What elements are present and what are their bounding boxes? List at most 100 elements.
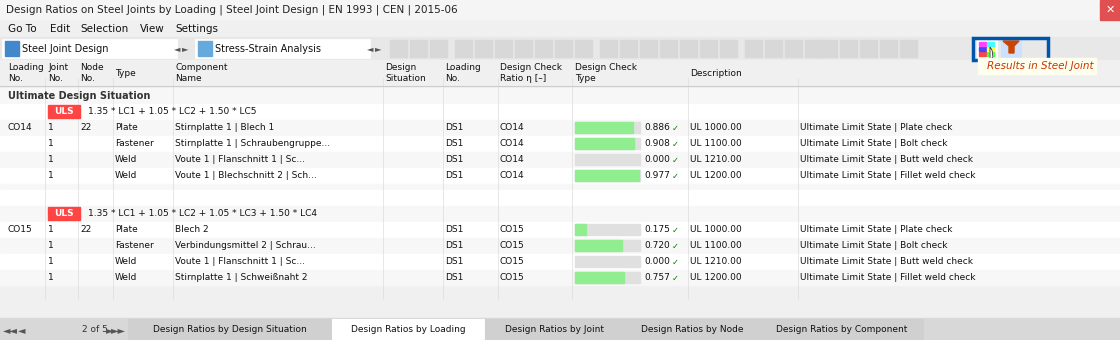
Bar [475, 40, 493, 58]
Bar [410, 40, 428, 58]
Bar [0, 254, 1120, 269]
Bar [535, 40, 553, 58]
Text: Settings: Settings [175, 23, 218, 34]
Bar [0, 120, 1120, 135]
Bar [575, 240, 640, 251]
Bar [720, 40, 738, 58]
Bar [575, 224, 587, 235]
Text: Stirnplatte 1 | Blech 1: Stirnplatte 1 | Blech 1 [175, 123, 274, 133]
Text: 0.977: 0.977 [644, 171, 670, 181]
Text: 1: 1 [48, 225, 54, 235]
Text: ✓: ✓ [672, 225, 679, 235]
Bar [973, 38, 1048, 60]
Text: Ultimate Limit State | Fillet weld check: Ultimate Limit State | Fillet weld check [800, 171, 976, 181]
Bar [0, 238, 1120, 253]
Text: 22: 22 [80, 123, 91, 133]
Text: 0.175: 0.175 [644, 225, 670, 235]
Text: ULS: ULS [54, 107, 74, 117]
Text: ◄: ◄ [174, 44, 180, 53]
Text: UL 1100.00: UL 1100.00 [690, 241, 741, 251]
Text: Fastener: Fastener [115, 139, 153, 149]
Text: Blech 2: Blech 2 [175, 225, 208, 235]
Text: ►►: ►► [111, 325, 125, 335]
Text: Voute 1 | Blechschnitt 2 | Sch...: Voute 1 | Blechschnitt 2 | Sch... [175, 171, 317, 181]
Text: Joint
No.: Joint No. [48, 63, 68, 83]
Text: ✕: ✕ [1105, 5, 1114, 15]
Text: Ultimate Limit State | Fillet weld check: Ultimate Limit State | Fillet weld check [800, 273, 976, 283]
Text: UL 1200.00: UL 1200.00 [690, 171, 741, 181]
Text: Design Check
Ratio η [–]: Design Check Ratio η [–] [500, 63, 562, 83]
Bar [333, 319, 484, 339]
Text: 0.000: 0.000 [644, 257, 670, 267]
Bar [0, 206, 1120, 221]
Bar [785, 40, 803, 58]
Bar [390, 40, 408, 58]
Bar [0, 37, 1120, 60]
Bar [0, 222, 1120, 237]
Bar [0, 152, 1120, 167]
Bar [0, 20, 1120, 37]
Text: Ultimate Design Situation: Ultimate Design Situation [8, 91, 150, 101]
Bar [575, 256, 640, 267]
Text: Design Ratios on Steel Joints by Loading | Steel Joint Design | EN 1993 | CEN | : Design Ratios on Steel Joints by Loading… [6, 5, 458, 15]
Text: DS1: DS1 [445, 171, 464, 181]
Text: Ultimate Limit State | Bolt check: Ultimate Limit State | Bolt check [800, 241, 948, 251]
Bar [805, 40, 823, 58]
Text: ✓: ✓ [672, 241, 679, 251]
Polygon shape [990, 47, 993, 60]
Text: Design Ratios by Design Situation: Design Ratios by Design Situation [152, 324, 307, 334]
Bar [0, 184, 1120, 199]
Text: ►: ► [375, 44, 381, 53]
Bar [575, 170, 638, 181]
Bar [0, 270, 1120, 285]
Bar [680, 40, 698, 58]
Text: CO14: CO14 [8, 123, 32, 133]
Bar [0, 88, 1120, 103]
Bar [48, 207, 80, 220]
Text: UL 1000.00: UL 1000.00 [690, 123, 741, 133]
Text: UL 1210.00: UL 1210.00 [690, 155, 741, 165]
Text: DS1: DS1 [445, 123, 464, 133]
Text: UL 1210.00: UL 1210.00 [690, 257, 741, 267]
Text: UL 1100.00: UL 1100.00 [690, 139, 741, 149]
Bar [880, 40, 898, 58]
Text: Description: Description [690, 68, 741, 78]
Text: Edit: Edit [50, 23, 71, 34]
Bar [455, 40, 473, 58]
Bar [195, 39, 370, 58]
Text: CO15: CO15 [500, 257, 525, 267]
Bar [977, 40, 997, 58]
Bar [430, 40, 448, 58]
Text: 1.35 * LC1 + 1.05 * LC2 + 1.50 * LC5: 1.35 * LC1 + 1.05 * LC2 + 1.50 * LC5 [88, 107, 256, 117]
Bar [745, 40, 763, 58]
Bar [495, 40, 513, 58]
Bar [575, 138, 634, 149]
Bar [575, 170, 640, 181]
Text: CO14: CO14 [500, 155, 524, 165]
Bar [575, 122, 640, 133]
Text: 0.000: 0.000 [644, 155, 670, 165]
Text: ✓: ✓ [672, 171, 679, 181]
Text: CO14: CO14 [500, 171, 524, 181]
Text: Verbindungsmittel 2 | Schrau...: Verbindungsmittel 2 | Schrau... [175, 241, 316, 251]
Text: 1: 1 [48, 257, 54, 267]
Bar [979, 47, 986, 51]
Text: Design Ratios by Joint: Design Ratios by Joint [505, 324, 604, 334]
Bar [0, 104, 1120, 119]
Text: Node
No.: Node No. [80, 63, 104, 83]
Text: Loading
No.: Loading No. [445, 63, 480, 83]
Text: 1: 1 [48, 155, 54, 165]
Text: DS1: DS1 [445, 155, 464, 165]
Text: ►: ► [106, 325, 114, 335]
Text: Ultimate Limit State | Plate check: Ultimate Limit State | Plate check [800, 123, 952, 133]
Text: Results in Steel Joint: Results in Steel Joint [987, 61, 1093, 71]
Bar [900, 40, 918, 58]
Bar [575, 224, 640, 235]
Bar [0, 0, 1120, 20]
Bar [128, 319, 332, 339]
Text: ◄: ◄ [366, 44, 373, 53]
Bar [0, 318, 1120, 340]
Bar [575, 272, 640, 283]
Text: DS1: DS1 [445, 273, 464, 283]
Text: Weld: Weld [115, 171, 138, 181]
